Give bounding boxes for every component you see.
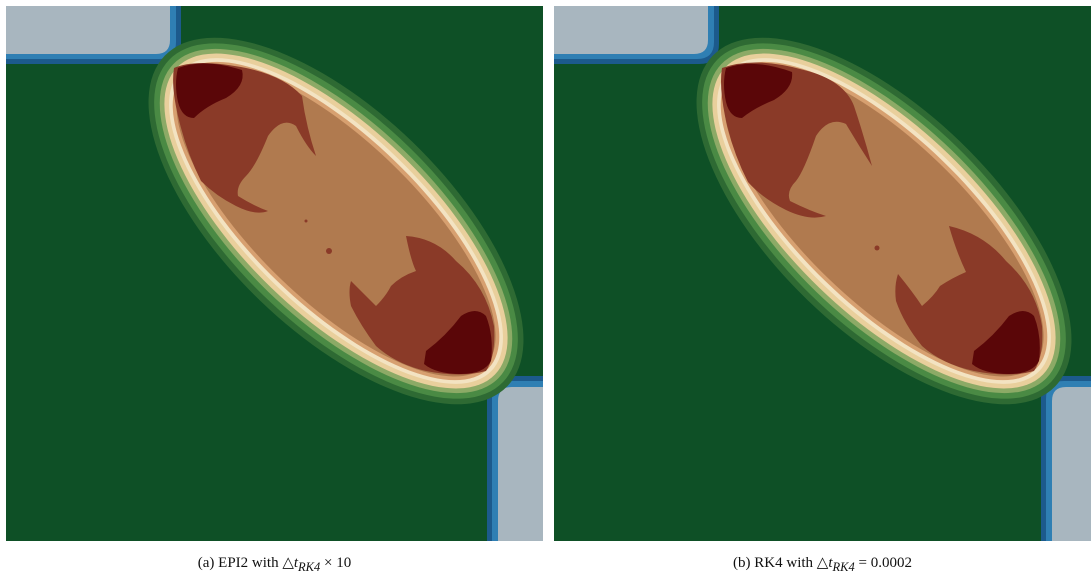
contour-plot-a <box>6 6 543 541</box>
caption-a-symbol: t <box>293 555 299 571</box>
caption-a-suffix: × 10 <box>320 555 352 571</box>
caption-b-suffix: = 0.0002 <box>854 555 912 571</box>
caption-b-subscript: RK4 <box>832 560 855 574</box>
caption-b-label: (b) <box>733 555 751 571</box>
caption-a-text: EPI2 with △ <box>218 555 294 571</box>
contour-image-a <box>6 6 543 541</box>
caption-b-text: RK4 with △ <box>754 555 829 571</box>
caption-a-subscript: RK4 <box>298 560 321 574</box>
caption-b-symbol: t <box>828 555 833 571</box>
caption-a-label: (a) <box>197 555 215 571</box>
caption-a: (a) EPI2 with △tRK4 × 10 <box>6 553 543 575</box>
contour-plot-b <box>554 6 1091 541</box>
contour-image-b <box>554 6 1091 541</box>
caption-b: (b) RK4 with △tRK4 = 0.0002 <box>554 553 1091 575</box>
